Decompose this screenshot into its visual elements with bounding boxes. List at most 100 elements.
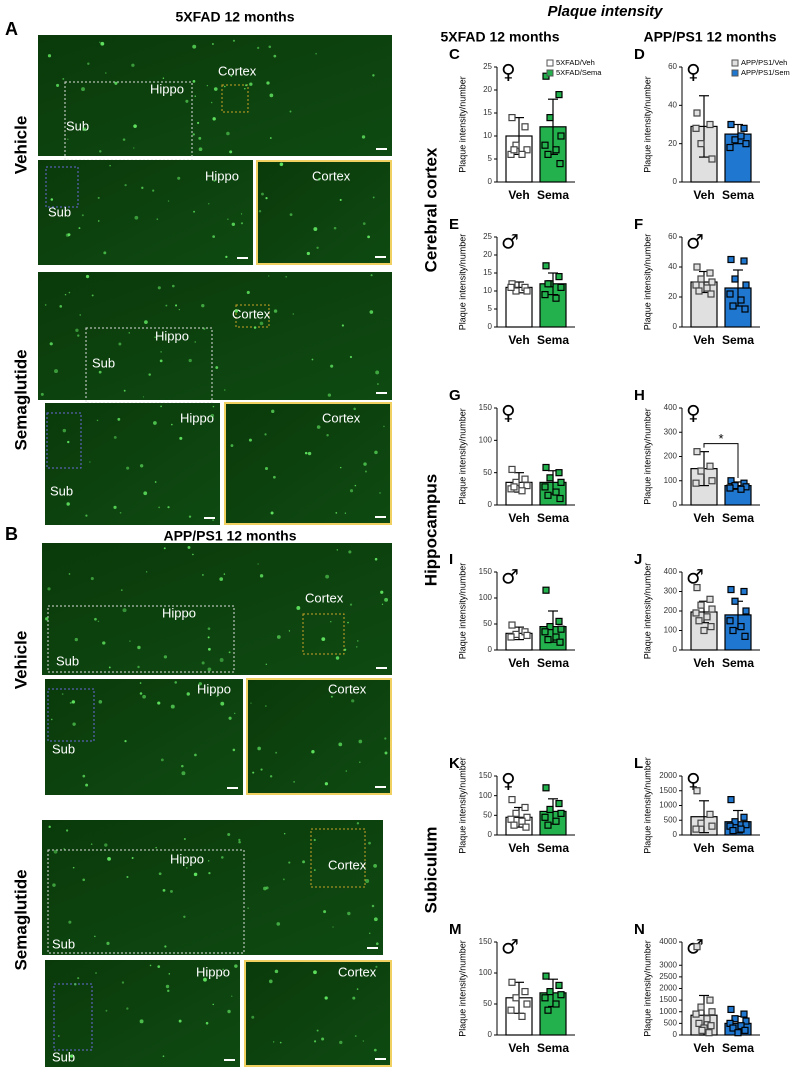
plaque — [192, 553, 194, 556]
data-point — [546, 805, 554, 814]
image — [38, 160, 253, 265]
plaque — [372, 196, 375, 199]
plaque — [220, 701, 225, 706]
plaque — [227, 832, 231, 836]
plaque — [258, 210, 262, 213]
y-tick-label: 5 — [488, 154, 493, 163]
data-point — [708, 822, 716, 830]
data-point — [557, 478, 565, 486]
plaque — [133, 147, 135, 149]
data-point — [706, 120, 714, 129]
data-point — [737, 296, 745, 304]
plaque — [126, 466, 130, 470]
data-point — [737, 132, 745, 140]
plaque — [164, 945, 167, 948]
panel-letter: D — [634, 46, 645, 63]
plaque — [72, 722, 76, 726]
y-tick-label: 20 — [668, 139, 677, 148]
plaque — [265, 663, 268, 666]
plaque — [90, 576, 94, 581]
data-point — [693, 263, 701, 271]
column-title: 5XFAD 12 months — [440, 29, 559, 45]
data-point — [546, 987, 554, 996]
data-point — [707, 1022, 715, 1030]
plaque — [131, 63, 135, 67]
plaque — [139, 692, 143, 695]
y-tick-label: 1500 — [659, 995, 677, 1004]
label: Hippo — [162, 605, 196, 620]
plaque — [227, 218, 229, 220]
plaque — [372, 74, 375, 77]
y-tick-label: 100 — [664, 626, 678, 635]
x-tick-label: Sema — [537, 511, 569, 525]
plaque — [248, 438, 252, 442]
plaque — [339, 198, 342, 201]
plaque — [68, 291, 71, 294]
image — [38, 35, 392, 156]
plaque — [98, 41, 101, 44]
y-tick-label: 40 — [668, 262, 677, 271]
plaque — [356, 646, 358, 648]
plaque — [198, 147, 203, 152]
x-tick-label: Veh — [693, 656, 714, 670]
row-title: Hippocampus — [421, 474, 440, 586]
plaque — [177, 176, 181, 180]
plaque — [240, 222, 244, 225]
image — [224, 402, 392, 525]
label: Sub — [48, 204, 71, 219]
y-axis-label: Plaque intensity/number — [642, 76, 652, 173]
data-point — [700, 626, 708, 635]
plaque — [212, 235, 215, 238]
plaque — [181, 771, 186, 776]
data-point — [692, 124, 700, 132]
data-point — [740, 1010, 748, 1018]
plaque — [216, 695, 218, 697]
plaque — [167, 989, 170, 993]
plaque — [68, 920, 72, 924]
plaque — [90, 843, 93, 845]
plaque — [371, 904, 375, 908]
y-axis-label: Plaque intensity/number — [457, 757, 467, 854]
plaque — [122, 608, 127, 613]
plaque — [108, 666, 111, 669]
plaque — [313, 970, 317, 975]
plaque — [335, 512, 338, 514]
data-point — [522, 823, 530, 831]
label: Hippo — [197, 681, 231, 696]
plaque — [227, 1009, 231, 1014]
data-point — [512, 809, 520, 817]
plaque — [128, 332, 130, 334]
plaque — [313, 1040, 317, 1043]
data-point — [740, 124, 748, 132]
plaque — [207, 636, 210, 639]
plaque — [311, 750, 315, 754]
plaque — [59, 305, 63, 308]
data-point — [726, 143, 734, 152]
plaque — [97, 620, 100, 623]
plaque — [273, 1041, 275, 1043]
row-label: Semaglutide — [11, 349, 30, 450]
plaque — [47, 54, 52, 58]
plaque — [181, 764, 184, 768]
plaque — [362, 1040, 364, 1042]
plaque — [234, 964, 238, 968]
y-tick-label: 100 — [479, 593, 493, 602]
row-label: Semaglutide — [11, 869, 30, 970]
y-tick-label: 200 — [664, 606, 678, 615]
y-tick-label: 4000 — [659, 937, 677, 946]
panel-letter: H — [634, 387, 645, 404]
plaque — [193, 872, 198, 877]
x-tick-label: Sema — [537, 841, 569, 855]
row-title: Cerebral cortex — [421, 147, 440, 272]
plaque — [206, 85, 208, 87]
label: Sub — [56, 653, 79, 668]
plaque — [356, 822, 360, 825]
sex-symbol: ♂ — [686, 230, 704, 254]
plaque — [174, 681, 177, 684]
plaque — [155, 846, 157, 849]
image — [42, 820, 383, 955]
plaque — [69, 701, 72, 704]
data-point — [512, 287, 520, 295]
data-point — [556, 638, 564, 646]
scale-bar — [367, 947, 378, 949]
